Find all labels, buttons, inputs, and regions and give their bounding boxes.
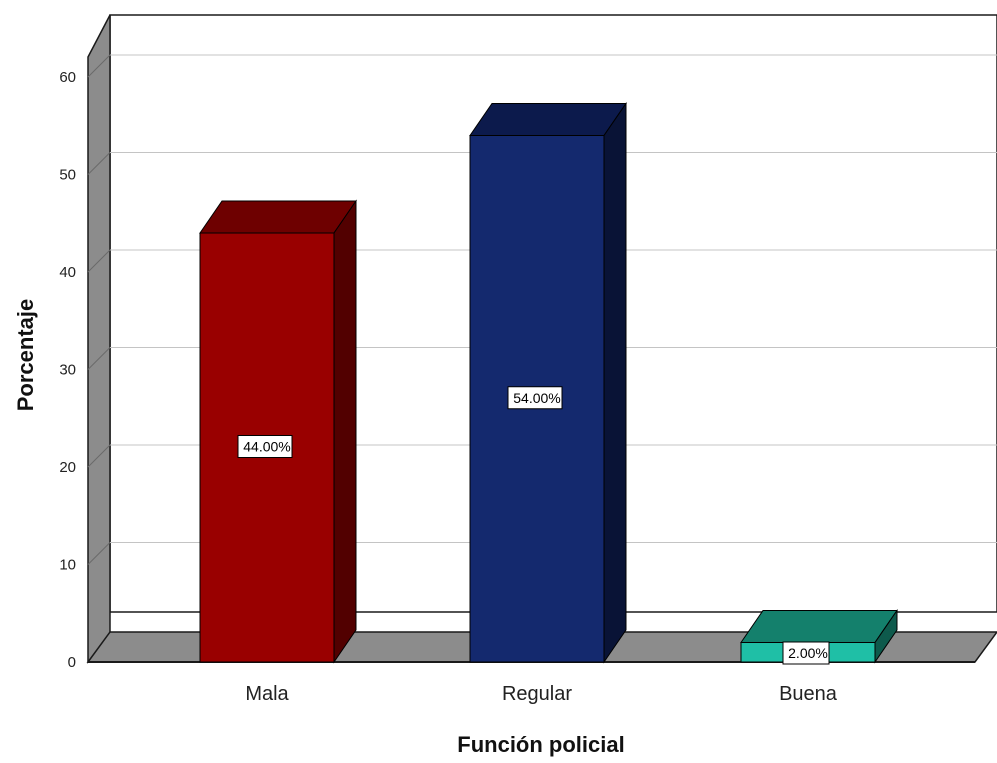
x-axis-categories: Mala Regular Buena: [245, 683, 837, 705]
data-label: 54.00%: [507, 386, 563, 410]
y-tick-label: 0: [68, 654, 76, 671]
x-tick-label: Mala: [245, 683, 289, 705]
wall-gridline: [87, 54, 111, 78]
y-axis-ticks: 0 10 20 30 40 50 60: [59, 69, 76, 671]
wall-gridline: [87, 152, 111, 175]
wall-gridline: [87, 347, 111, 370]
data-label-box: [507, 386, 563, 410]
data-label-text: 2.00%: [788, 645, 828, 661]
data-label-text: 44.00%: [243, 439, 290, 455]
data-label-text: 54.00%: [513, 390, 560, 406]
y-tick-label: 50: [59, 167, 76, 184]
y-tick-label: 60: [59, 69, 76, 86]
bar-top-face: [740, 610, 898, 643]
bar-top-face: [199, 200, 357, 234]
bar-buena: [740, 608, 898, 664]
y-tick-label: 30: [59, 362, 76, 379]
bar-top-face: [469, 103, 627, 136]
data-label: 44.00%: [237, 435, 293, 458]
bar-regular: [469, 101, 627, 664]
y-tick-label: 10: [59, 557, 76, 574]
data-label: 2.00%: [782, 641, 830, 665]
y-axis-title: Porcentaje: [13, 299, 38, 412]
wall-gridline: [87, 249, 111, 273]
x-tick-label: Regular: [502, 683, 572, 705]
y-tick-label: 20: [59, 459, 76, 476]
bar-side-face: [333, 199, 357, 664]
left-wall: [87, 14, 111, 664]
bar-mala: [199, 199, 357, 664]
data-labels: 44.00% 54.00% 2.00%: [237, 386, 830, 665]
x-tick-label: Buena: [779, 683, 838, 705]
data-label-box: [782, 641, 830, 665]
bar-side-face: [874, 608, 898, 664]
data-label-box: [237, 435, 293, 458]
bar-side-face: [603, 101, 627, 664]
wall-gridline: [87, 444, 111, 468]
wall-gridline: [87, 542, 111, 565]
y-tick-label: 40: [59, 264, 76, 281]
x-axis-title: Función policial: [457, 732, 624, 757]
